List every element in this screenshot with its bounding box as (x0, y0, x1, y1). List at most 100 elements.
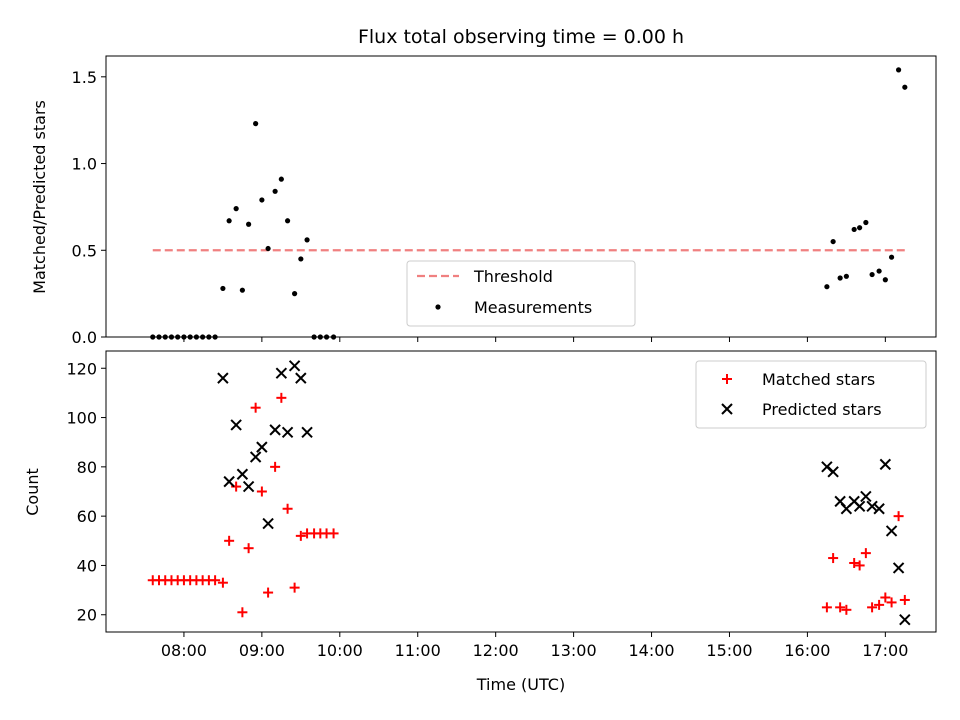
top-y-tick-label: 1.0 (72, 155, 97, 174)
matched-point (289, 582, 300, 593)
predicted-point (892, 562, 905, 574)
measurement-point (246, 221, 252, 227)
top-y-tick-label: 0.5 (72, 241, 97, 260)
x-axis-label: Time (UTC) (476, 675, 565, 694)
x-tick-label: 08:00 (161, 641, 207, 660)
matched-point (893, 511, 904, 522)
measurement-point (851, 226, 857, 233)
measurement-point (882, 277, 888, 283)
measurement-point (304, 237, 310, 243)
measurement-point (837, 275, 843, 281)
x-tick-label: 09:00 (239, 641, 285, 660)
top-y-axis-label: Matched/Predicted stars (30, 100, 49, 294)
bottom-panel: 20 40 60 80 100 120 08:00 09:00 10:00 11:00 12:00… (23, 350, 937, 694)
predicted-point (236, 468, 249, 480)
predicted-point (879, 458, 892, 471)
measurement-point (233, 206, 239, 212)
top-legend-box (406, 260, 636, 327)
x-tick-label: 15:00 (706, 641, 752, 660)
top-panel: Flux total observing time = 0.00 h 0.0 0.… (30, 26, 937, 347)
measurement-point (272, 188, 278, 194)
matched-point (224, 535, 235, 546)
matched-point (282, 503, 293, 514)
matched-point (231, 481, 242, 492)
measurement-point (830, 238, 836, 245)
matched-point (821, 602, 832, 613)
measurement-point (284, 218, 291, 224)
bottom-y-tick-label: 120 (66, 359, 97, 378)
chart-title: Flux total observing time = 0.00 h (358, 26, 684, 48)
bottom-y-tick-label: 40 (77, 556, 97, 575)
matched-point (250, 402, 261, 413)
predicted-point (288, 360, 301, 372)
legend-matched-label: Matched stars (762, 370, 875, 389)
bottom-y-tick-label: 80 (77, 458, 97, 477)
predicted-point (217, 372, 229, 384)
bottom-y-tick-label: 20 (77, 606, 97, 625)
bottom-legend: Matched stars Predicted stars (695, 360, 927, 429)
predicted-point (853, 500, 866, 512)
measurement-point (292, 291, 298, 297)
measurement-point (298, 256, 304, 262)
matched-point (270, 461, 281, 472)
matched-point (328, 528, 339, 539)
measurement-point (220, 285, 226, 292)
top-legend: Threshold Measurements (406, 260, 636, 327)
matched-point (854, 560, 865, 571)
predicted-point (281, 426, 294, 439)
top-axes-frame (105, 55, 937, 338)
measurement-point (253, 121, 259, 127)
measurement-point (239, 287, 245, 293)
predicted-point (269, 424, 281, 436)
measurement-point (869, 271, 875, 278)
x-tick-label: 16:00 (784, 641, 830, 660)
measurement-point (824, 284, 830, 290)
legend-measurements-swatch (435, 304, 441, 310)
bottom-legend-box (695, 360, 927, 429)
measurement-point (876, 268, 882, 274)
matched-point (217, 577, 228, 588)
predicted-point (223, 475, 235, 488)
measurement-point (863, 219, 869, 226)
predicted-point (249, 451, 262, 463)
measurement-point (843, 273, 849, 279)
measurement-point (888, 254, 895, 260)
matched-point (874, 599, 885, 610)
matched-point (899, 594, 910, 605)
measurement-point (857, 225, 863, 231)
matched-point (867, 602, 878, 613)
matched-point (210, 575, 221, 586)
predicted-point (295, 372, 307, 384)
matched-point (263, 587, 274, 598)
predicted-point (885, 525, 898, 537)
legend-matched-swatch (722, 374, 732, 384)
top-y-tick-label: 0.0 (72, 328, 97, 347)
x-tick-label: 11:00 (395, 641, 441, 660)
predicted-point (262, 517, 274, 530)
legend-threshold-label: Threshold (473, 267, 553, 286)
x-tick-label: 13:00 (551, 641, 597, 660)
matched-point (849, 557, 860, 568)
predicted-point (827, 466, 839, 478)
measurement-point (278, 176, 284, 182)
bottom-axes-frame (105, 350, 937, 633)
predicted-point (899, 613, 911, 626)
legend-x-marker (721, 403, 733, 415)
predicted-point (301, 426, 313, 439)
matched-point (237, 607, 248, 618)
matched-point (835, 602, 846, 613)
measurement-point (259, 197, 265, 203)
bottom-y-axis-label: Count (23, 468, 42, 516)
matched-point (880, 592, 891, 603)
measurement-point (226, 218, 232, 224)
predicted-point (242, 480, 255, 493)
bottom-y-tick-label: 100 (66, 409, 97, 428)
matched-point (828, 553, 839, 564)
legend-predicted-swatch (721, 403, 733, 415)
legend-plus-marker (722, 374, 732, 384)
bottom-y-tick-label: 60 (77, 507, 97, 526)
predicted-point (256, 441, 268, 453)
top-y-tick-label: 1.5 (72, 68, 97, 87)
matched-point (841, 604, 852, 615)
measurement-point (902, 84, 908, 90)
